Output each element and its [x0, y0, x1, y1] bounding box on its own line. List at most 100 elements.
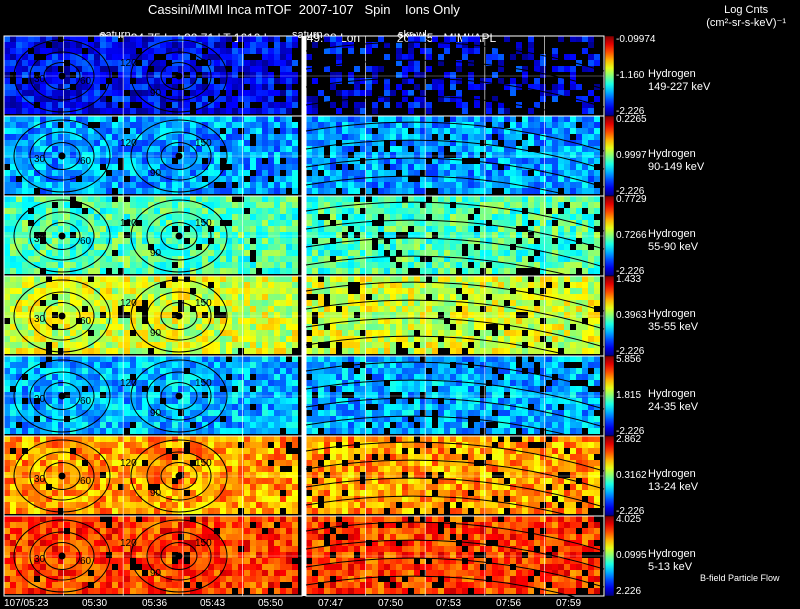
pixel [70, 342, 76, 348]
pixel [492, 182, 498, 188]
pixel [64, 312, 70, 318]
pixel [540, 276, 546, 282]
pixel [4, 256, 10, 262]
pixel [336, 146, 342, 152]
pixel [64, 262, 70, 268]
pixel [372, 102, 378, 108]
pixel [46, 116, 52, 122]
pixel [34, 268, 40, 274]
pixel [106, 330, 112, 336]
pixel [474, 116, 480, 122]
pixel [46, 410, 52, 416]
pixel [238, 122, 244, 128]
pixel [474, 146, 480, 152]
pixel [396, 268, 402, 274]
pixel [160, 392, 166, 398]
pixel [366, 116, 372, 122]
pixel [552, 330, 558, 336]
pixel [306, 176, 312, 182]
pixel [438, 238, 444, 244]
pixel [336, 282, 342, 288]
pixel [142, 134, 148, 140]
pixel [378, 208, 384, 214]
pixel [100, 386, 106, 392]
pixel [34, 66, 40, 72]
pixel [16, 374, 22, 380]
pixel [468, 152, 474, 158]
pixel [432, 202, 438, 208]
pixel [28, 324, 34, 330]
pixel [268, 78, 274, 84]
pixel [142, 410, 148, 416]
pixel [34, 164, 40, 170]
pixel [462, 262, 468, 268]
pixel [378, 122, 384, 128]
pixel [136, 66, 142, 72]
pixel [378, 282, 384, 288]
pixel [226, 140, 232, 146]
pixel [166, 392, 172, 398]
pixel [396, 282, 402, 288]
pixel [558, 318, 564, 324]
pixel [166, 386, 172, 392]
pixel [396, 226, 402, 232]
pixel [558, 268, 564, 274]
pixel [354, 108, 360, 114]
pixel [124, 188, 130, 194]
pixel [46, 220, 52, 226]
pixel [64, 164, 70, 170]
pixel [444, 330, 450, 336]
pixel [292, 214, 298, 220]
pixel [360, 134, 366, 140]
pixel [534, 318, 540, 324]
pixel [34, 312, 40, 318]
pixel [468, 36, 474, 42]
pixel [244, 146, 250, 152]
pixel [130, 276, 136, 282]
pixel [22, 226, 28, 232]
pixel [184, 250, 190, 256]
pixel [100, 422, 106, 428]
pixel [318, 152, 324, 158]
pixel [480, 158, 486, 164]
pixel [118, 294, 124, 300]
pixel [402, 170, 408, 176]
pixel [262, 312, 268, 318]
pixel [100, 60, 106, 66]
pixel [76, 36, 82, 42]
pixel [52, 182, 58, 188]
pixel [268, 244, 274, 250]
pixel [238, 380, 244, 386]
pixel [10, 176, 16, 182]
pixel [486, 250, 492, 256]
pixel [372, 288, 378, 294]
pixel [558, 140, 564, 146]
pixel [546, 140, 552, 146]
pixel [160, 108, 166, 114]
pixel [34, 356, 40, 362]
pixel [250, 108, 256, 114]
pixel [492, 256, 498, 262]
pixel [94, 262, 100, 268]
pixel [112, 336, 118, 342]
pixel [390, 182, 396, 188]
pixel [64, 336, 70, 342]
pixel [106, 72, 112, 78]
pixel [588, 268, 594, 274]
pixel [336, 226, 342, 232]
pixel [154, 368, 160, 374]
pixel [342, 268, 348, 274]
pixel [444, 336, 450, 342]
pixel [492, 318, 498, 324]
pixel [106, 294, 112, 300]
pixel [196, 196, 202, 202]
pixel [130, 380, 136, 386]
pixel [510, 202, 516, 208]
pixel [522, 116, 528, 122]
pixel [82, 244, 88, 250]
pixel [16, 116, 22, 122]
pixel [594, 288, 600, 294]
pixel [528, 42, 534, 48]
pixel [58, 410, 64, 416]
pixel [286, 116, 292, 122]
